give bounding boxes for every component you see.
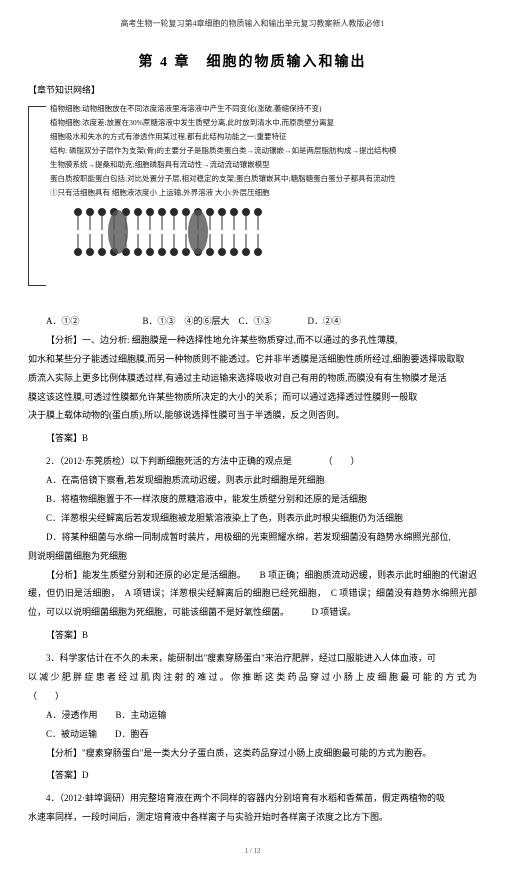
analysis-text: 质流入实际上更多比例体膜透过样,有通过主动运输来选择吸收对自己有用的物质,而膜没… xyxy=(28,369,477,388)
question-stem-cont: 水速率同样，一段时间后，测定培育液中各样离子与实验开始时各样离子浓度之比方下图。 xyxy=(28,808,477,827)
analysis-text: 膜这该这性膜,可透过性膜都允许某些物质所决定的大小的关系；而可以通过选择透过性膜… xyxy=(28,388,477,407)
question-stem: 3．科学家估计在不久的未来，能研制出"瘦素穿肠蛋白"来治疗肥胖，经过口服能进入人… xyxy=(28,649,477,668)
option-b: B．将植物细胞置于不一样浓度的蔗糖溶液中，能发生质壁分别和还原的是活细胞 xyxy=(28,490,477,509)
diagram-line: ①只有活细胞具有 细胞液浓度小 上运输,外界溶液 大小:外层压细胞 xyxy=(50,188,470,199)
question-2-block: 2．（2012·东莞质检）以下判断细胞死活的方法中正确的观点是 （ ） A．在高… xyxy=(28,452,477,645)
option-d: D．胞吞 xyxy=(115,729,149,739)
answer-label: 【答案】 xyxy=(46,770,82,780)
analysis-label: 【分析】 xyxy=(46,748,82,758)
bracket-icon xyxy=(28,106,46,286)
diagram-line: 细胞吸水和失水的方式有渗透作用某过程,都有此结构功能之一:重要特征 xyxy=(50,132,470,143)
stem-text: 以减少肥胖症患者经过肌肉注射的难过。你推断这类药品穿过小肠上皮细胞最可能的方式为 xyxy=(28,672,477,682)
analysis-line: 【分析】"瘦素穿肠蛋白"是一类大分子蛋白质，这类药品穿过小肠上皮细胞最可能的方式… xyxy=(28,744,477,763)
answer-label: 【答案】 xyxy=(46,630,82,640)
answer-line: 【答案】D xyxy=(28,766,477,785)
paren-blank: （ ） xyxy=(28,691,64,701)
option-d: D．将某种细菌与水绵一同制成暂时装片，用极细的光束照耀水绵，若发现细菌没有趋势水… xyxy=(28,528,477,547)
answer-value: B xyxy=(82,630,88,640)
answer-value: D xyxy=(82,770,89,780)
analysis-text: 能发生质壁分别和还原的必定是活细胞。 B 项正确；细胞质流动迟缓，则表示此时细胞… xyxy=(28,570,477,618)
option-row: A．浸透作用 B．主动运输 xyxy=(28,706,477,725)
membrane-diagram xyxy=(68,202,268,272)
question-stem: 4．（2012·蚌埠调研）用完整培育液在两个不同样的容器内分别培育有水稻和香蕉苗… xyxy=(28,789,477,808)
analysis-text: 决于膜上载体动物的(蛋白质),所以,能够说选择性膜可当于半透膜，反之则否则。 xyxy=(28,406,477,425)
answer-line: 【答案】B xyxy=(28,626,477,645)
analysis-line: 【分析】一、边分析: 细胞膜是一种选择性地允许某些物质穿过,而不以通过的多孔性薄… xyxy=(28,331,477,350)
page-header: 高考生物一轮复习第4章细胞的物质输入和输出单元复习教案新人教版必修1 xyxy=(28,18,477,29)
question-3-block: 3．科学家估计在不久的未来，能研制出"瘦素穿肠蛋白"来治疗肥胖，经过口服能进入人… xyxy=(28,649,477,785)
diagram-line: 植物细胞:浓度差:放置在30%蔗糖溶液中发生质壁分离,此时放到清水中,而原质壁分… xyxy=(50,118,470,129)
analysis-label: 【分析】 xyxy=(46,335,82,345)
analysis-line: 【分析】能发生质壁分别和还原的必定是活细胞。 B 项正确；细胞质流动迟缓，则表示… xyxy=(28,566,477,623)
chapter-title: 第 4 章 细胞的物质输入和输出 xyxy=(28,51,477,71)
analysis-label: 【分析】 xyxy=(46,570,82,580)
option-row: A．①② B．①③ ④的⑥层大 C．①③ D．②④ xyxy=(28,312,477,331)
analysis-text: 如水和某些分子能透过细胞膜,而另一种物质则不能透过。它并非半透膜是活细胞性质所经… xyxy=(28,350,477,369)
membrane-svg xyxy=(68,202,268,272)
answer-line: 【答案】B xyxy=(28,429,477,448)
diagram-line: 蛋白质按职能蛋白包括:对比处置分子层,相对稳定的支架;蛋白质镶嵌其中;糖脂糖蛋白… xyxy=(50,174,470,185)
question-1-block: A．①② B．①③ ④的⑥层大 C．①③ D．②④ 【分析】一、边分析: 细胞膜… xyxy=(28,312,477,448)
option-row: C．被动运输 D．胞吞 xyxy=(28,725,477,744)
stem-text: 2．（2012·东莞质检）以下判断细胞死活的方法中正确的观点是 xyxy=(46,456,292,466)
paren-blank: （ ） xyxy=(328,456,360,466)
question-stem: 2．（2012·东莞质检）以下判断细胞死活的方法中正确的观点是 （ ） xyxy=(28,452,477,471)
answer-label: 【答案】 xyxy=(46,433,82,443)
analysis-text: 一、边分析: 细胞膜是一种选择性地允许某些物质穿过,而不以通过的多孔性薄膜, xyxy=(82,335,397,345)
section-label: 【章节知识网络】 xyxy=(28,83,477,96)
page-footer: 1 / 12 xyxy=(28,847,477,855)
option-c: C．洋葱根尖经解离后若发现细胞被龙胆紫溶液染上了色，则表示此时根尖细胞仍为活细胞 xyxy=(28,509,477,528)
knowledge-diagram: 细胞的物质输入和输出 植物细胞:动物细胞放在不同浓度溶液里海溶液中产生不同变化(… xyxy=(28,102,477,302)
diagram-line: 结构: 磷脂双分子层作为支架(骨)的主要分子是脂质类蛋白类→流动镶嵌→如是两层脂… xyxy=(50,146,470,157)
analysis-text: "瘦素穿肠蛋白"是一类大分子蛋白质，这类药品穿过小肠上皮细胞最可能的方式为胞吞。 xyxy=(82,748,431,758)
answer-value: B xyxy=(82,433,88,443)
option-a: A．在高倍镜下察看,若发现细胞质流动迟缓，则表示此时细胞是死细胞 xyxy=(28,471,477,490)
question-4-block: 4．（2012·蚌埠调研）用完整培育液在两个不同样的容器内分别培育有水稻和香蕉苗… xyxy=(28,789,477,827)
diagram-line: 植物细胞:动物细胞放在不同浓度溶液里海溶液中产生不同变化(涨破,萎缩保持不变) xyxy=(50,104,470,115)
option-c: C．被动运输 xyxy=(46,729,97,739)
question-stem-cont: 以减少肥胖症患者经过肌肉注射的难过。你推断这类药品穿过小肠上皮细胞最可能的方式为… xyxy=(28,668,477,706)
option-d-cont: 则说明细菌细胞为死细胞 xyxy=(28,547,477,566)
diagram-line: 生物膜系统→提桑和助克;细胞磷脂具有流动性→流动流动镶嵌模型 xyxy=(50,160,470,171)
